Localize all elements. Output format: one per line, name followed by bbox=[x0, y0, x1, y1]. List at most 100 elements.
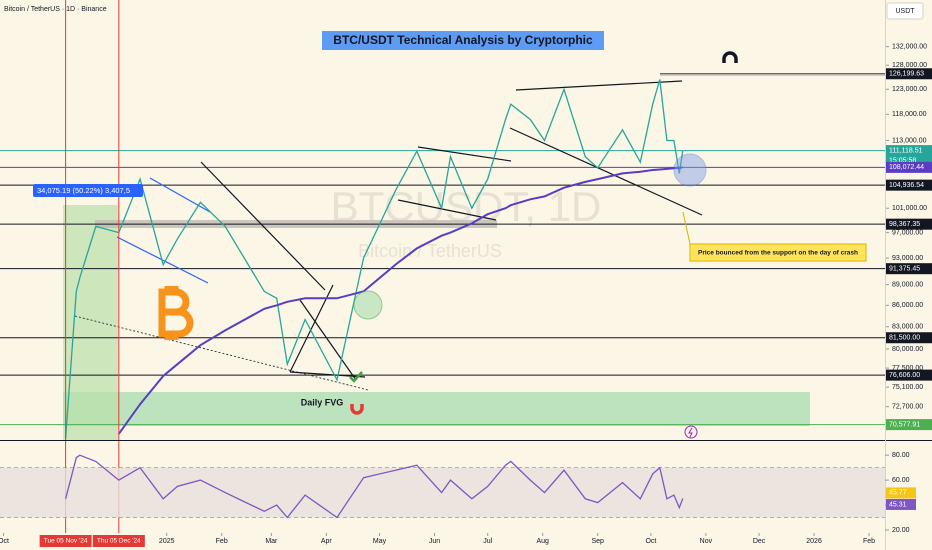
measure-box bbox=[33, 184, 143, 197]
rsi-tag bbox=[886, 487, 916, 499]
rsi-band bbox=[0, 467, 885, 518]
x-tick-label: Apr bbox=[321, 538, 333, 545]
date-marker-box bbox=[92, 535, 145, 547]
price-tag bbox=[886, 179, 932, 191]
date-markers: Tue 05 Nov '24 Thu 05 Dec '24 bbox=[39, 0, 145, 547]
price-tag bbox=[886, 68, 932, 80]
symbol-header: Bitcoin / TetherUS · 1D · Binance bbox=[4, 6, 107, 13]
y-tick-label: 101,000.00 bbox=[892, 205, 927, 212]
price-tag bbox=[886, 369, 932, 381]
series-line bbox=[117, 166, 683, 435]
x-tick-label: 2026 bbox=[806, 538, 822, 545]
price-tag bbox=[886, 263, 932, 275]
price-tag-label: 98,367.35 bbox=[889, 221, 920, 228]
magnet-icon bbox=[722, 51, 738, 63]
y-tick-label: 20.00 bbox=[892, 527, 910, 534]
bitcoin-logo bbox=[158, 286, 194, 340]
trendline bbox=[200, 161, 326, 291]
y-tick-label: 83,000.00 bbox=[892, 324, 923, 331]
trendlines bbox=[74, 74, 885, 391]
watermark-sub: Bitcoin / TetherUS bbox=[358, 241, 502, 261]
magnet-icon bbox=[350, 404, 364, 415]
x-tick-label: Nov bbox=[700, 538, 713, 545]
price-tag bbox=[886, 161, 932, 173]
y-tick-label: 80.00 bbox=[892, 452, 910, 459]
y-tick-label: 86,000.00 bbox=[892, 302, 923, 309]
trendline bbox=[289, 371, 366, 378]
note-box bbox=[689, 243, 867, 262]
x-tick-label: Feb bbox=[216, 538, 228, 545]
rsi-tag-label: 45.77 bbox=[889, 490, 907, 497]
price-tag-label: 81,500.00 bbox=[889, 335, 920, 342]
chart-title: BTC/USDT Technical Analysis by Cryptorph… bbox=[333, 33, 593, 47]
rsi-plot bbox=[64, 454, 684, 519]
trendline bbox=[397, 199, 497, 221]
measure-label: 34,075.19 (50.22%) 3,407,5 bbox=[37, 186, 130, 195]
x-tick-label: Oct bbox=[645, 538, 656, 545]
price-tag-label: 104,936.54 bbox=[889, 182, 924, 189]
fvg-label: Daily FVG bbox=[301, 397, 344, 407]
alert-icon bbox=[688, 427, 693, 438]
price-tag bbox=[886, 218, 932, 230]
date-marker-box bbox=[39, 535, 92, 547]
trendline bbox=[515, 80, 683, 91]
x-tick-label: May bbox=[373, 538, 387, 545]
price-tag bbox=[886, 145, 932, 168]
y-tick-label: 72,700.00 bbox=[892, 404, 923, 411]
price-tag bbox=[886, 419, 932, 431]
channel-line bbox=[149, 177, 211, 213]
measure-zone bbox=[63, 205, 118, 440]
y-tick-label: 80,000.00 bbox=[892, 346, 923, 353]
highlight-circle bbox=[673, 153, 707, 187]
trendline bbox=[417, 146, 512, 162]
price-tag-label: 91,375.45 bbox=[889, 266, 920, 273]
trendline bbox=[289, 284, 334, 373]
currency-box bbox=[886, 2, 924, 20]
trendline bbox=[299, 299, 357, 381]
price-tag bbox=[886, 332, 932, 344]
y-tick-label: 75,100.00 bbox=[892, 384, 923, 391]
price-tag-label: 108,072.44 bbox=[889, 164, 924, 171]
x-tick-label: Sep bbox=[591, 538, 604, 545]
title-box bbox=[322, 31, 604, 50]
x-tick-label: Oct bbox=[0, 538, 9, 545]
note-label: Price bounced from the support on the da… bbox=[698, 250, 858, 257]
alert-icon bbox=[684, 425, 698, 439]
y-tick-label: 132,000.00 bbox=[892, 43, 927, 50]
x-tick-label: Jun bbox=[429, 538, 440, 545]
x-tick-label: Mar bbox=[265, 538, 278, 545]
trendline bbox=[509, 127, 703, 216]
y-tick-label: 89,000.00 bbox=[892, 281, 923, 288]
rsi-tag bbox=[886, 498, 916, 510]
date-marker-label: Tue 05 Nov '24 bbox=[44, 538, 88, 545]
price-tag-label: 126,199.63 bbox=[889, 71, 924, 78]
x-tick-label: 2025 bbox=[159, 538, 175, 545]
note-pointer bbox=[682, 211, 691, 245]
highlight-circle bbox=[353, 290, 383, 320]
fvg-zone bbox=[63, 392, 810, 426]
series-line bbox=[64, 454, 684, 519]
date-marker-label: Thu 05 Dec '24 bbox=[97, 538, 141, 545]
y-tick-label: 93,000.00 bbox=[892, 255, 923, 262]
currency-label: USDT bbox=[895, 8, 915, 15]
price-tag-label: 111,118.51 bbox=[889, 147, 923, 154]
plot bbox=[64, 79, 684, 439]
countdown-label: 15:05:58 bbox=[889, 157, 916, 164]
y-tick-label: 118,000.00 bbox=[892, 111, 927, 118]
x-tick-label: Aug bbox=[536, 538, 549, 545]
y-tick-label: 113,000.00 bbox=[892, 137, 927, 144]
x-tick-label: Dec bbox=[753, 538, 766, 545]
y-tick-label: 77,500.00 bbox=[892, 365, 923, 372]
x-tick-label: Feb bbox=[863, 538, 875, 545]
series-line bbox=[64, 79, 684, 439]
y-tick-label: 128,000.00 bbox=[892, 62, 927, 69]
price-tag-label: 76,606.00 bbox=[889, 372, 920, 379]
price-tag-label: 70,577.91 bbox=[889, 421, 920, 428]
y-tick-label: 97,000.00 bbox=[892, 229, 923, 236]
check-icon bbox=[349, 371, 363, 383]
x-tick-label: Jul bbox=[483, 538, 492, 545]
